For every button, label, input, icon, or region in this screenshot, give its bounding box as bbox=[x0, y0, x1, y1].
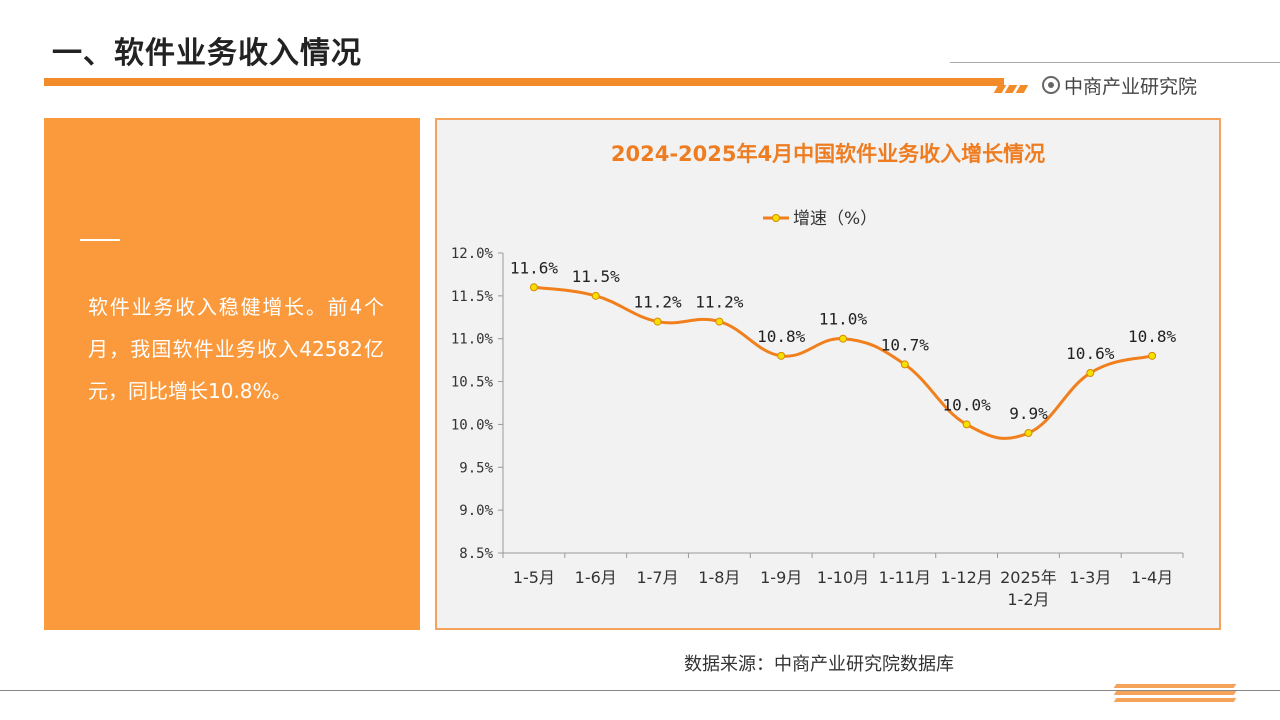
x-tick-label: 1-5月 bbox=[513, 568, 555, 587]
brand-name: 中商产业研究院 bbox=[1064, 76, 1198, 98]
data-label: 11.6% bbox=[510, 258, 559, 277]
legend-marker bbox=[772, 214, 780, 222]
x-tick-label: 1-10月 bbox=[817, 568, 869, 587]
y-tick-label: 9.0% bbox=[459, 503, 493, 519]
data-point bbox=[1086, 369, 1095, 377]
data-label: 11.0% bbox=[819, 310, 868, 329]
top-rule bbox=[950, 62, 1280, 63]
x-tick-label: 1-4月 bbox=[1131, 568, 1173, 587]
data-point bbox=[529, 283, 538, 292]
x-tick-label: 1-3月 bbox=[1069, 568, 1111, 587]
data-point bbox=[962, 420, 971, 429]
brand-logo: 中商产业研究院 bbox=[1042, 72, 1197, 99]
data-point bbox=[653, 317, 662, 326]
data-point bbox=[1024, 429, 1033, 437]
data-point bbox=[1148, 351, 1157, 360]
data-label: 11.2% bbox=[695, 293, 744, 312]
x-tick-label: 1-12月 bbox=[940, 568, 992, 587]
data-label: 9.9% bbox=[1009, 404, 1048, 423]
panel-divider bbox=[80, 239, 120, 241]
y-tick-label: 8.5% bbox=[459, 546, 493, 562]
bottom-decorative-stripes bbox=[1113, 684, 1237, 705]
data-point bbox=[591, 291, 600, 300]
x-tick-label: 1-11月 bbox=[879, 568, 931, 587]
data-label: 10.8% bbox=[1128, 327, 1177, 346]
data-point bbox=[777, 351, 786, 360]
x-tick-label: 1-2月 bbox=[1007, 590, 1049, 609]
brand-icon bbox=[1042, 76, 1060, 94]
bottom-rule bbox=[0, 690, 1280, 691]
data-point bbox=[839, 334, 847, 343]
legend-label: 增速（%） bbox=[793, 209, 877, 229]
y-tick-label: 11.5% bbox=[451, 289, 494, 305]
y-tick-label: 11.0% bbox=[451, 332, 494, 348]
x-tick-label: 1-8月 bbox=[698, 568, 740, 587]
data-label: 10.0% bbox=[943, 395, 992, 414]
y-tick-label: 10.5% bbox=[451, 375, 494, 391]
title-underline-bar bbox=[44, 78, 1004, 86]
decorative-stripes bbox=[993, 78, 1029, 97]
x-tick-label: 2025年 bbox=[1000, 568, 1057, 587]
page-title: 一、软件业务收入情况 bbox=[52, 36, 362, 71]
data-label: 10.6% bbox=[1066, 344, 1115, 363]
y-tick-label: 10.0% bbox=[451, 417, 494, 433]
chart-title: 2024-2025年4月中国软件业务收入增长情况 bbox=[611, 142, 1045, 166]
data-label: 11.2% bbox=[633, 293, 682, 312]
data-source: 数据来源：中商产业研究院数据库 bbox=[684, 654, 954, 675]
data-label: 10.8% bbox=[757, 327, 806, 346]
data-point bbox=[900, 360, 909, 369]
summary-panel: 软件业务收入稳健增长。前4个月，我国软件业务收入42582亿元，同比增长10.8… bbox=[44, 118, 420, 630]
y-tick-label: 12.0% bbox=[451, 246, 494, 262]
chart-container: 2024-2025年4月中国软件业务收入增长情况增速（%） 12.0% 11.5% 1… bbox=[435, 118, 1221, 630]
x-tick-label: 1-7月 bbox=[636, 568, 678, 587]
y-tick-label: 9.5% bbox=[459, 460, 493, 476]
summary-text: 软件业务收入稳健增长。前4个月，我国软件业务收入42582亿元，同比增长10.8… bbox=[88, 295, 384, 403]
data-label: 11.5% bbox=[572, 267, 621, 286]
data-label: 10.7% bbox=[881, 335, 930, 354]
x-tick-label: 1-9月 bbox=[760, 568, 802, 587]
x-tick-label: 1-6月 bbox=[575, 568, 617, 587]
data-point bbox=[715, 317, 724, 326]
